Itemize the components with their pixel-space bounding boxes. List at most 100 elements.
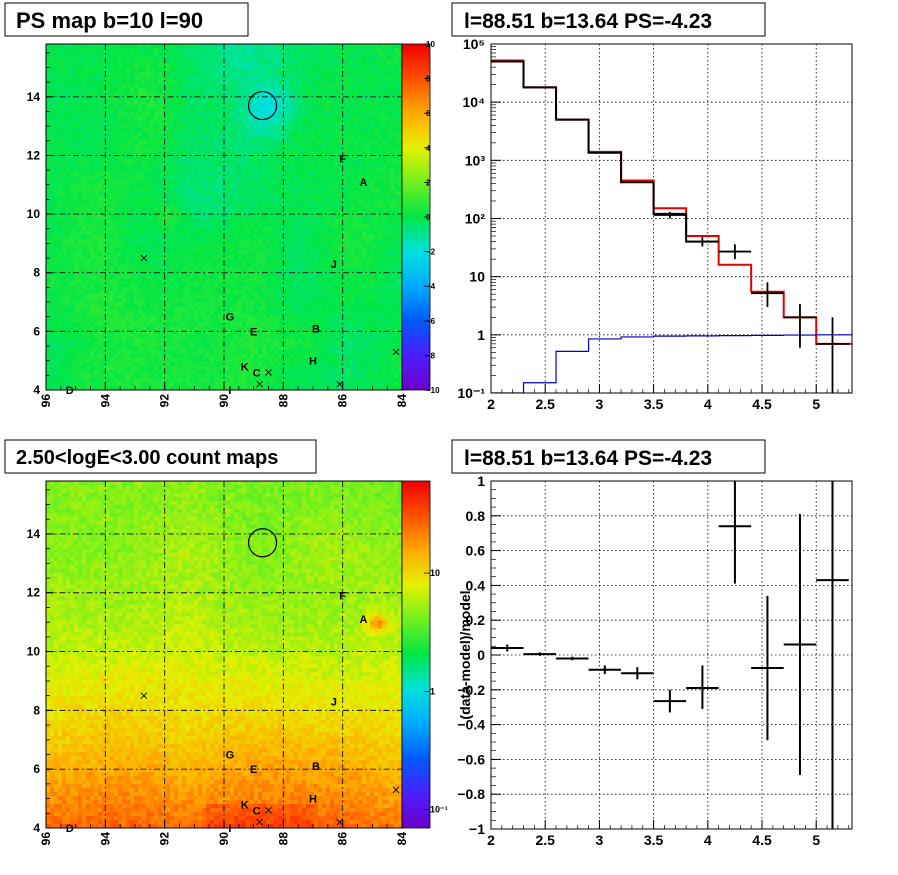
- heatmap-cell: [182, 55, 187, 61]
- heatmap-cell: [118, 159, 123, 164]
- heatmap-cell: [262, 183, 267, 188]
- heatmap-cell: [98, 230, 103, 236]
- heatmap-cell: [218, 75, 223, 81]
- heatmap-cell: [382, 250, 387, 256]
- heatmap-cell: [342, 183, 347, 188]
- heatmap-cell: [290, 155, 295, 160]
- heatmap-cell: [282, 163, 287, 168]
- heatmap-cell: [342, 151, 347, 156]
- heatmap-cell: [262, 131, 267, 137]
- heatmap-cell: [338, 238, 343, 244]
- heatmap-cell: [274, 47, 279, 53]
- heatmap-cell: [342, 135, 347, 141]
- heatmap-cell: [174, 71, 179, 77]
- heatmap-cell: [66, 63, 71, 69]
- heatmap-cell: [62, 222, 67, 228]
- heatmap-cell: [358, 183, 363, 188]
- heatmap-cell: [346, 246, 351, 252]
- heatmap-cell: [158, 258, 163, 264]
- heatmap-cell: [66, 123, 71, 129]
- heatmap-cell: [246, 127, 251, 133]
- heatmap-cell: [130, 258, 135, 264]
- heatmap-cell: [174, 95, 179, 101]
- heatmap-cell: [230, 143, 235, 149]
- heatmap-cell: [278, 47, 283, 53]
- heatmap-cell: [202, 171, 207, 176]
- heatmap-cell: [98, 83, 103, 89]
- heatmap-cell: [194, 258, 199, 264]
- heatmap-cell: [78, 83, 83, 89]
- heatmap-cell: [182, 47, 187, 53]
- heatmap-cell: [302, 159, 307, 164]
- heatmap-cell: [370, 159, 375, 164]
- heatmap-cell: [278, 127, 283, 133]
- heatmap-cell: [334, 246, 339, 252]
- heatmap-cell: [158, 91, 163, 97]
- heatmap-cell: [274, 187, 279, 192]
- heatmap-cell: [210, 127, 215, 133]
- heatmap-cell: [290, 83, 295, 89]
- heatmap-cell: [338, 55, 343, 61]
- heatmap-cell: [346, 143, 351, 149]
- heatmap-cell: [246, 250, 251, 256]
- heatmap-cell: [78, 203, 83, 208]
- heatmap-cell: [330, 91, 335, 97]
- heatmap-cell: [266, 179, 271, 184]
- heatmap-cell: [70, 171, 75, 176]
- heatmap-cell: [282, 127, 287, 133]
- heatmap-cell: [130, 226, 135, 232]
- heatmap-cell: [166, 135, 171, 141]
- heatmap-cell: [350, 147, 355, 152]
- heatmap-cell: [70, 103, 75, 109]
- heatmap-cell: [58, 83, 63, 89]
- heatmap-cell: [250, 187, 255, 192]
- heatmap-cell: [298, 159, 303, 164]
- heatmap-cell: [126, 171, 131, 176]
- heatmap-cell: [186, 258, 191, 264]
- heatmap-cell: [318, 79, 323, 85]
- heatmap-cell: [378, 159, 383, 164]
- heatmap-cell: [122, 131, 127, 137]
- heatmap-cell: [258, 75, 263, 81]
- heatmap-cell: [198, 79, 203, 85]
- heatmap-cell: [370, 250, 375, 256]
- heatmap-cell: [110, 218, 115, 224]
- heatmap-cell: [350, 75, 355, 81]
- heatmap-cell: [66, 203, 71, 208]
- heatmap-cell: [350, 127, 355, 133]
- heatmap-cell: [218, 115, 223, 121]
- heatmap-cell: [46, 242, 51, 248]
- heatmap-cell: [314, 179, 319, 184]
- heatmap-cell: [94, 167, 99, 172]
- heatmap-cell: [366, 250, 371, 256]
- heatmap-cell: [366, 183, 371, 188]
- heatmap-cell: [70, 135, 75, 141]
- heatmap-cell: [322, 147, 327, 152]
- heatmap-cell: [138, 262, 143, 268]
- heatmap-cell: [362, 131, 367, 137]
- heatmap-cell: [394, 195, 399, 200]
- heatmap-cell: [386, 147, 391, 152]
- heatmap-cell: [110, 119, 115, 125]
- heatmap-cell: [254, 123, 259, 129]
- heatmap-cell: [66, 135, 71, 141]
- heatmap-cell: [70, 79, 75, 85]
- heatmap-cell: [358, 246, 363, 252]
- heatmap-cell: [86, 135, 91, 141]
- heatmap-cell: [378, 242, 383, 248]
- heatmap-cell: [374, 203, 379, 208]
- heatmap-cell: [86, 71, 91, 77]
- heatmap-cell: [270, 179, 275, 184]
- heatmap-cell: [46, 159, 51, 164]
- heatmap-cell: [234, 254, 239, 260]
- heatmap-cell: [206, 147, 211, 152]
- heatmap-cell: [374, 262, 379, 268]
- heatmap-cell: [142, 199, 147, 204]
- heatmap-cell: [146, 44, 151, 49]
- heatmap-cell: [98, 155, 103, 160]
- heatmap-cell: [398, 155, 402, 160]
- heatmap-cell: [142, 87, 147, 93]
- heatmap-cell: [138, 191, 143, 196]
- heatmap-cell: [310, 44, 315, 49]
- heatmap-cell: [230, 222, 235, 228]
